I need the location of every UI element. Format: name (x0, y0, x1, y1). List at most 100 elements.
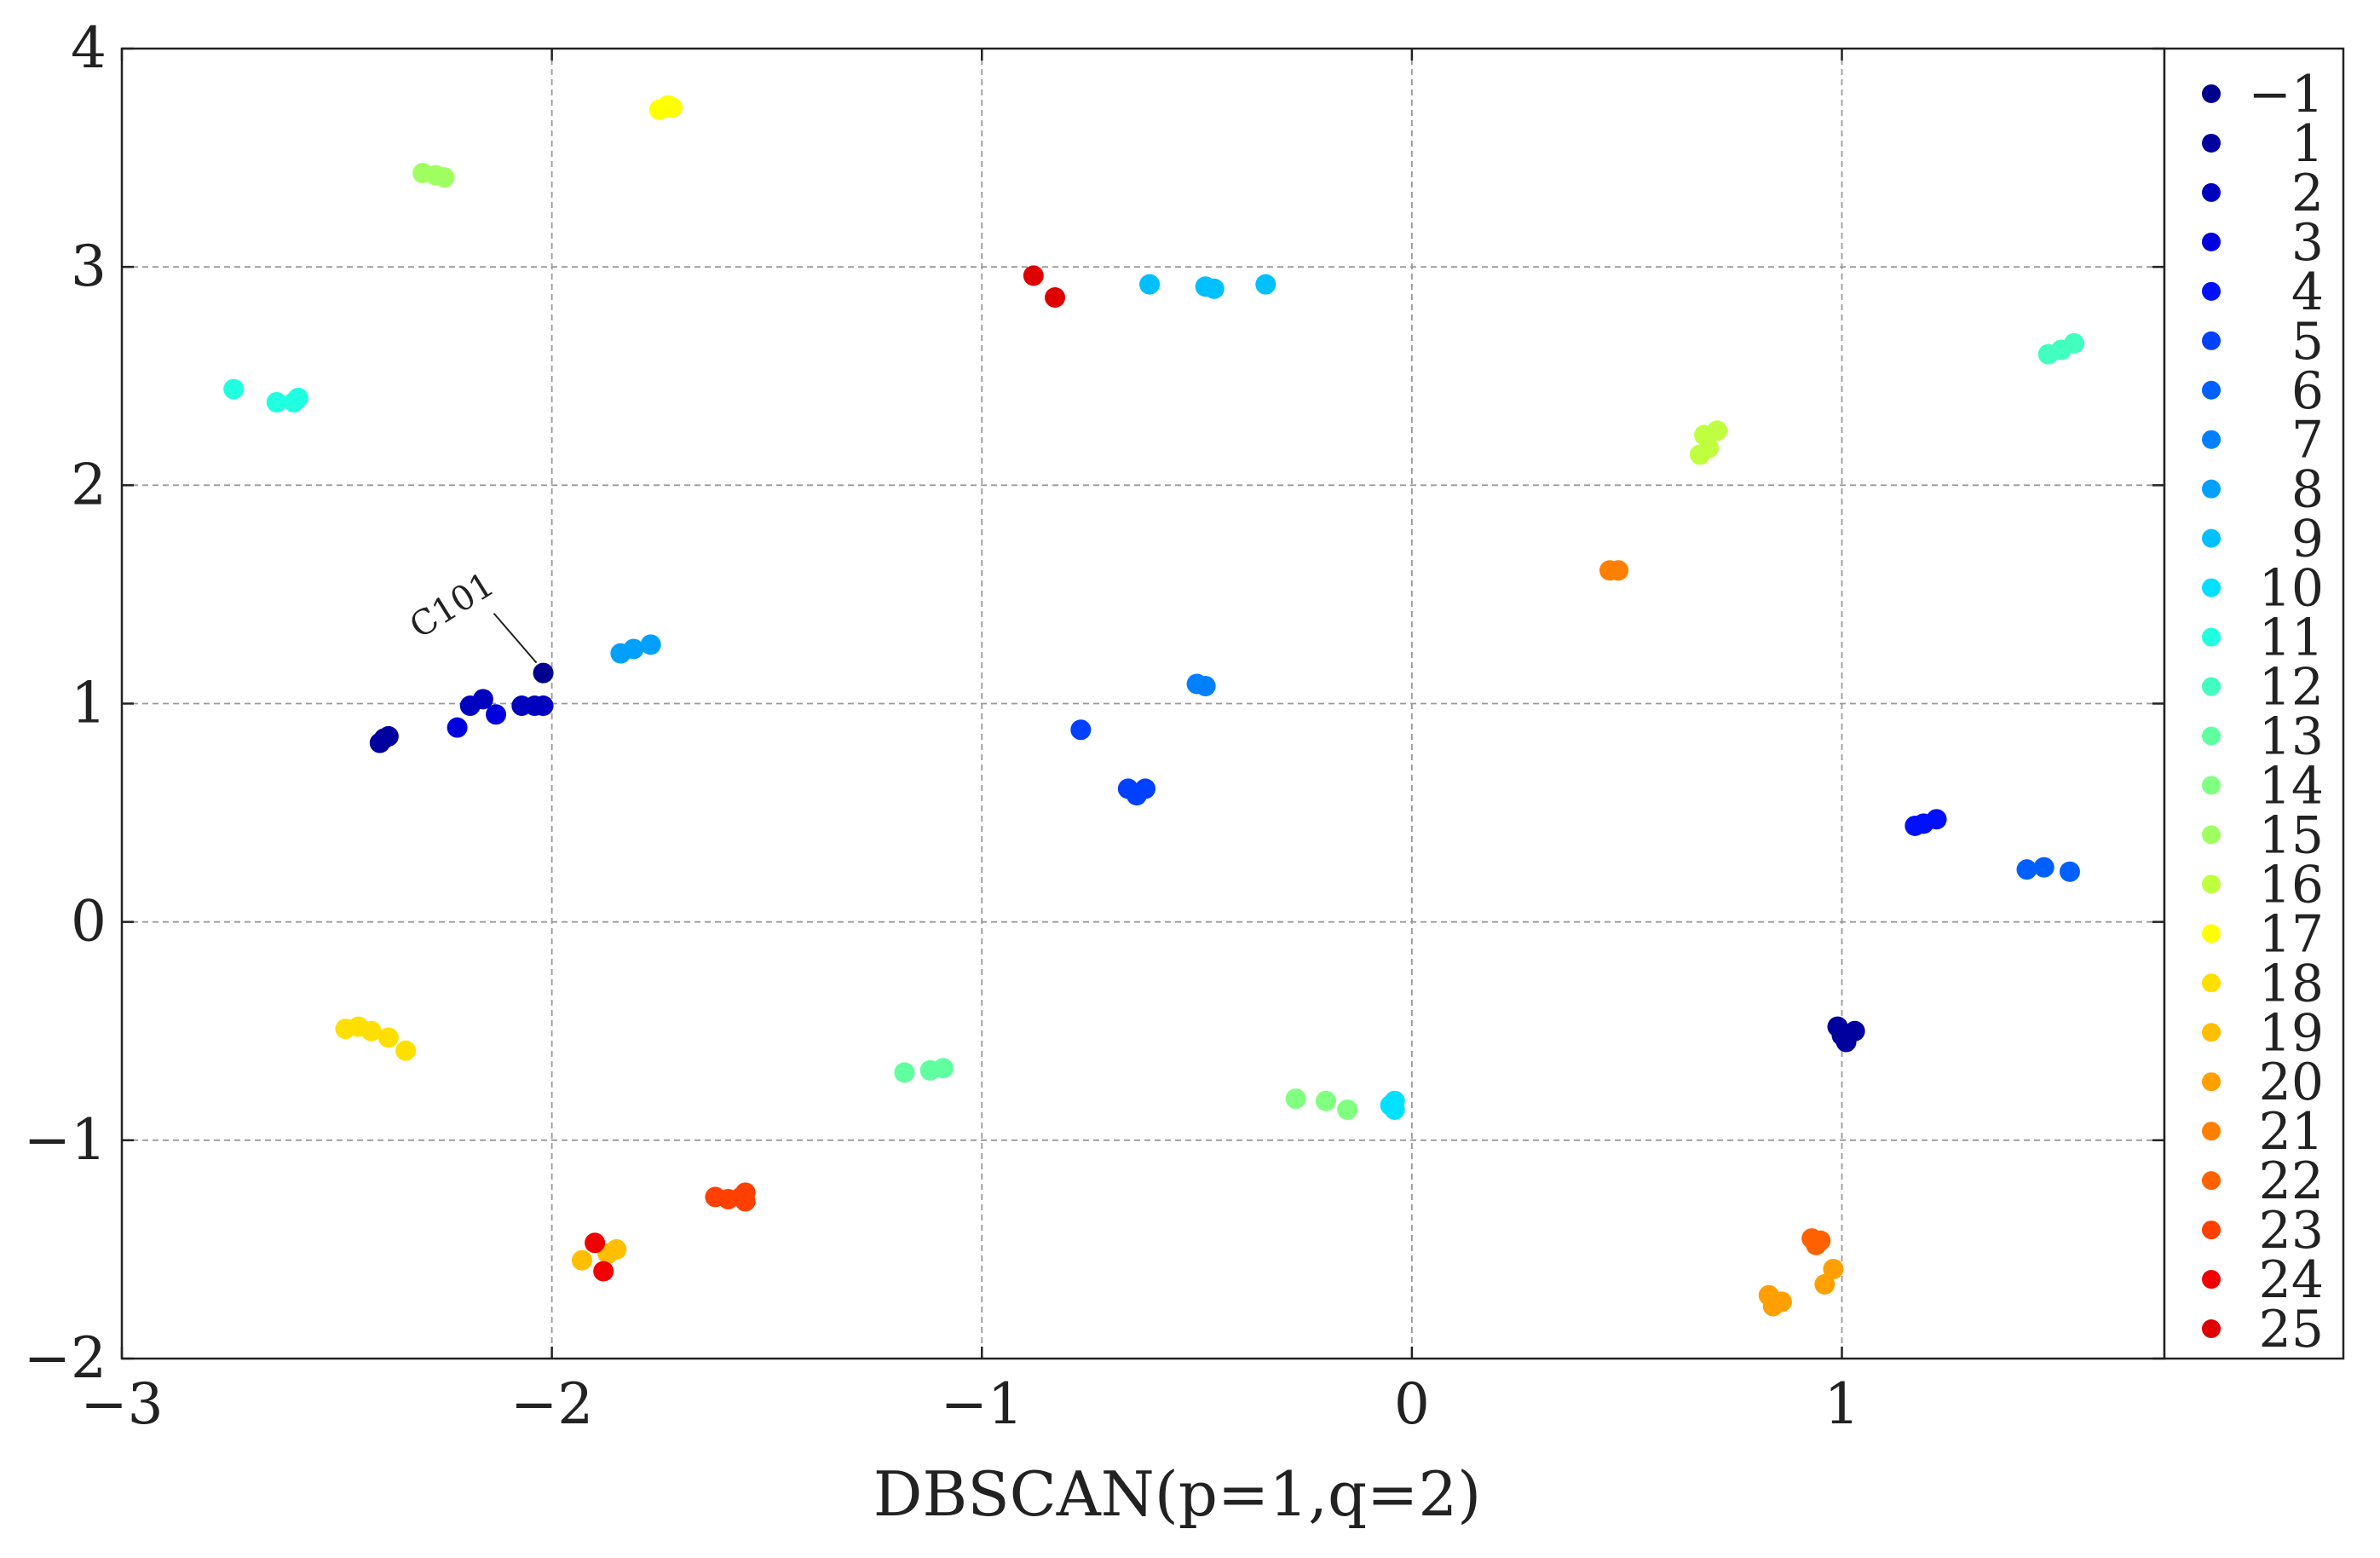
legend-marker (2202, 430, 2221, 449)
legend-marker (2202, 133, 2221, 153)
point-layer (223, 95, 2085, 1317)
data-point (2033, 857, 2054, 878)
legend-label: 15 (2259, 805, 2324, 865)
data-point (2016, 859, 2037, 880)
y-tick-label: 3 (71, 234, 107, 299)
data-point (593, 1261, 614, 1282)
legend-label: 22 (2259, 1151, 2324, 1211)
legend-marker (2202, 627, 2221, 647)
data-point (1195, 676, 1216, 697)
legend-label: 5 (2291, 312, 2324, 372)
data-point (486, 704, 507, 725)
legend-label: 2 (2291, 164, 2324, 223)
data-point (585, 1232, 606, 1254)
data-point (348, 1016, 369, 1037)
data-point (1315, 1090, 1336, 1111)
data-point (1045, 287, 1066, 309)
legend-marker (2202, 182, 2221, 202)
data-point (1380, 1094, 1401, 1116)
legend-marker (2202, 331, 2221, 350)
y-tick-label: 1 (71, 671, 107, 736)
data-point (735, 1191, 756, 1212)
data-point (661, 97, 683, 118)
x-tick-label: −1 (941, 1371, 1023, 1437)
data-point (377, 1027, 399, 1048)
data-point (447, 717, 468, 738)
legend-label: 8 (2291, 460, 2324, 520)
legend-marker (2202, 1270, 2221, 1290)
legend-label: 17 (2259, 904, 2324, 964)
data-point (266, 391, 287, 413)
data-point (1831, 1024, 1853, 1046)
data-point (1337, 1099, 1358, 1120)
legend-label: 10 (2259, 559, 2324, 619)
data-point (287, 387, 308, 408)
legend-marker (2202, 677, 2221, 696)
x-tick-label: −3 (80, 1371, 163, 1437)
y-tick-label: −1 (24, 1107, 107, 1173)
legend-label: 1 (2291, 114, 2324, 174)
x-axis-title: DBSCAN(p=1,q=2) (873, 1458, 1482, 1530)
annotation-leader-line (493, 612, 538, 664)
legend-label: 4 (2291, 263, 2324, 322)
x-tick-label: −2 (510, 1371, 593, 1437)
legend-marker (2202, 84, 2221, 103)
data-point (1255, 274, 1276, 295)
x-tick-label: 1 (1824, 1371, 1860, 1437)
annotation-label-c101: C101 (403, 565, 501, 647)
y-tick-label: 2 (71, 452, 107, 517)
legend-label: 7 (2291, 411, 2324, 470)
grid-layer (122, 49, 2164, 1359)
data-point (2059, 861, 2080, 882)
data-point (459, 695, 481, 717)
legend-marker (2202, 281, 2221, 301)
data-point (1814, 1273, 1835, 1295)
data-point (1135, 778, 1156, 799)
data-point (640, 634, 661, 655)
data-point (571, 1249, 592, 1271)
legend-label: 20 (2259, 1053, 2324, 1112)
legend-marker (2202, 874, 2221, 894)
y-tick-label: 0 (71, 889, 107, 955)
data-point (932, 1058, 954, 1079)
data-point (1285, 1088, 1306, 1110)
legend-label: 25 (2259, 1300, 2324, 1359)
legend-label: 18 (2259, 954, 2324, 1013)
legend-marker (2202, 825, 2221, 845)
data-point (2064, 332, 2085, 354)
legend-label: 12 (2259, 658, 2324, 718)
legend-marker (2202, 380, 2221, 400)
data-point (1070, 719, 1092, 741)
legend-marker (2202, 1122, 2221, 1141)
legend-marker (2202, 924, 2221, 943)
legend-label: 9 (2291, 510, 2324, 569)
y-tick-label: −2 (24, 1325, 107, 1391)
legend-marker (2202, 528, 2221, 548)
data-point (1707, 420, 1728, 441)
legend-marker (2202, 1171, 2221, 1191)
y-tick-label: 4 (71, 15, 107, 81)
legend-label: 24 (2259, 1250, 2324, 1310)
data-point (1203, 278, 1225, 299)
data-point (1810, 1230, 1831, 1251)
x-tick-label: 0 (1394, 1371, 1430, 1437)
legend-label: 16 (2259, 855, 2324, 915)
legend-label: 11 (2259, 609, 2324, 668)
data-point (533, 662, 554, 684)
legend-label: 6 (2291, 361, 2324, 421)
data-point (434, 167, 455, 188)
data-point (623, 638, 644, 660)
annotation-layer: C101 (403, 565, 538, 664)
data-point (1762, 1295, 1784, 1317)
legend-marker (2202, 1319, 2221, 1339)
legend-label: 3 (2291, 213, 2324, 273)
data-point (1823, 1258, 1844, 1279)
data-point (1608, 560, 1629, 581)
data-point (1926, 809, 1947, 830)
legend-marker (2202, 726, 2221, 746)
legend-marker (2202, 479, 2221, 499)
data-point (377, 725, 399, 747)
